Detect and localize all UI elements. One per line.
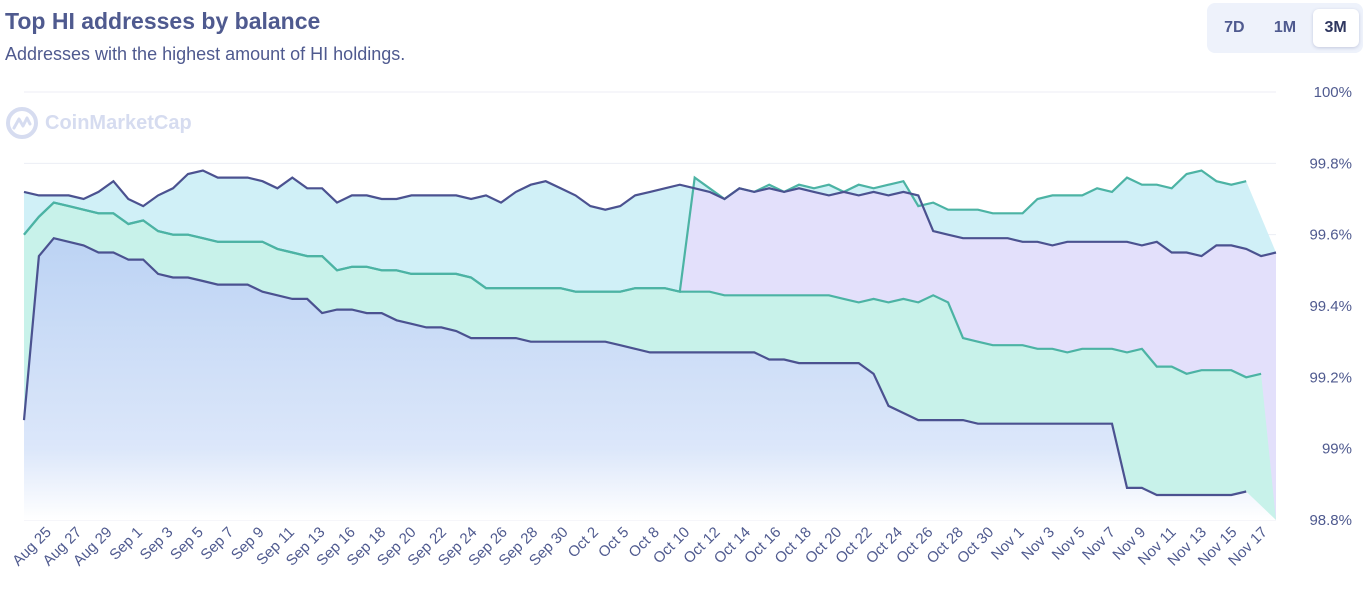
y-tick-label: 98.8% [1309,512,1352,529]
y-tick-label: 100% [1314,84,1352,101]
area-cyan-band [24,170,1276,292]
time-range-selector: 7D 1M 3M [1207,3,1363,53]
x-tick-label: Sep 5 [167,524,207,564]
y-tick-label: 99.2% [1309,369,1352,386]
chart-title: Top HI addresses by balance [5,8,321,34]
range-1m-button[interactable]: 1M [1262,9,1308,47]
watermark-text: CoinMarketCap [45,111,192,134]
range-7d-button[interactable]: 7D [1211,9,1257,47]
range-3m-button[interactable]: 3M [1312,9,1359,47]
x-tick-label: Oct 5 [595,524,632,561]
coinmarketcap-watermark: CoinMarketCap [5,106,192,140]
x-tick-label: Sep 3 [137,524,177,564]
y-tick-label: 99% [1322,441,1352,458]
series-line-dark-lower [22,236,1247,497]
x-tick-label: Nov 7 [1079,524,1119,564]
x-tick-label: Nov 5 [1049,524,1089,564]
area-top-10 [24,238,1276,520]
y-tick-label: 99.6% [1309,227,1352,244]
y-tick-label: 99.4% [1309,298,1352,315]
x-tick-label: Nov 1 [988,524,1028,564]
y-tick-label: 99.8% [1309,155,1352,172]
x-tick-label: Sep 7 [197,524,237,564]
chart-subtitle: Addresses with the highest amount of HI … [5,44,406,64]
x-tick-label: Oct 2 [565,524,602,561]
series-line-dark-upper [23,169,1277,258]
x-tick-label: Nov 3 [1018,524,1058,564]
x-tick-label: Sep 1 [106,524,146,564]
coinmarketcap-logo-icon [6,107,38,139]
series-line-teal-lower [23,201,1262,379]
